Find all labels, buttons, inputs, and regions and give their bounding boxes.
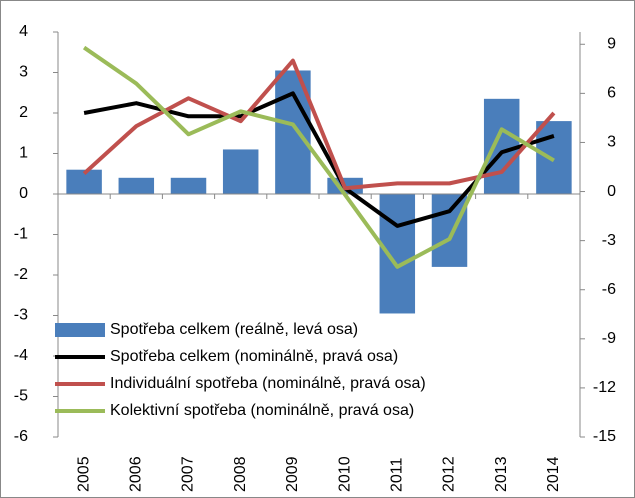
bar — [222, 149, 259, 194]
bar — [66, 169, 102, 194]
x-tick-label: 2005 — [75, 456, 92, 492]
y2-tick-label: 3 — [607, 134, 616, 151]
x-tick-label: 2010 — [336, 456, 353, 492]
y-tick-label: -3 — [14, 307, 28, 324]
x-tick-label: 2006 — [128, 456, 145, 492]
line-series — [82, 58, 556, 191]
y-tick-label: 0 — [19, 185, 28, 202]
legend-label: Individuální spotřeba (nominálně, pravá … — [110, 375, 426, 392]
y2-tick-label: -9 — [602, 330, 616, 347]
x-tick-label: 2007 — [180, 456, 197, 492]
legend-label: Spotřeba celkem (reálně, levá osa) — [110, 321, 358, 338]
y-tick-label: -4 — [14, 347, 28, 364]
y2-tick-label: -6 — [602, 281, 616, 298]
bar — [379, 194, 416, 314]
y-tick-label: 4 — [19, 23, 28, 40]
legend-label: Kolektivní spotřeba (nominálně, pravá os… — [110, 402, 414, 419]
y2-tick-label: -15 — [593, 428, 616, 445]
bar — [118, 177, 155, 194]
y2-tick-label: -12 — [593, 379, 616, 396]
x-tick-label: 2008 — [232, 456, 249, 492]
y-tick-label: -1 — [14, 226, 28, 243]
x-tick-label: 2009 — [284, 456, 301, 492]
y-tick-label: 1 — [19, 145, 28, 162]
x-tick-label: 2012 — [441, 456, 458, 492]
legend-label: Spotřeba celkem (nominálně, pravá osa) — [110, 348, 398, 365]
bar — [483, 98, 520, 194]
y-tick-label: -5 — [14, 388, 28, 405]
y2-tick-label: 0 — [607, 183, 616, 200]
legend-swatch — [55, 323, 105, 337]
bar — [170, 177, 207, 194]
x-tick-label: 2011 — [389, 457, 406, 492]
y-tick-label: 3 — [19, 64, 28, 81]
y-tick-label: -2 — [14, 266, 28, 283]
bar — [431, 194, 468, 267]
y2-tick-label: 9 — [607, 35, 616, 52]
x-tick-label: 2014 — [545, 456, 562, 492]
x-tick-label: 2013 — [493, 456, 510, 492]
y-tick-label: -6 — [14, 428, 28, 445]
y2-tick-label: 6 — [607, 85, 616, 102]
bar — [536, 121, 572, 194]
y-tick-label: 2 — [19, 104, 28, 121]
line-series — [82, 45, 555, 269]
y2-tick-label: -3 — [602, 232, 616, 249]
